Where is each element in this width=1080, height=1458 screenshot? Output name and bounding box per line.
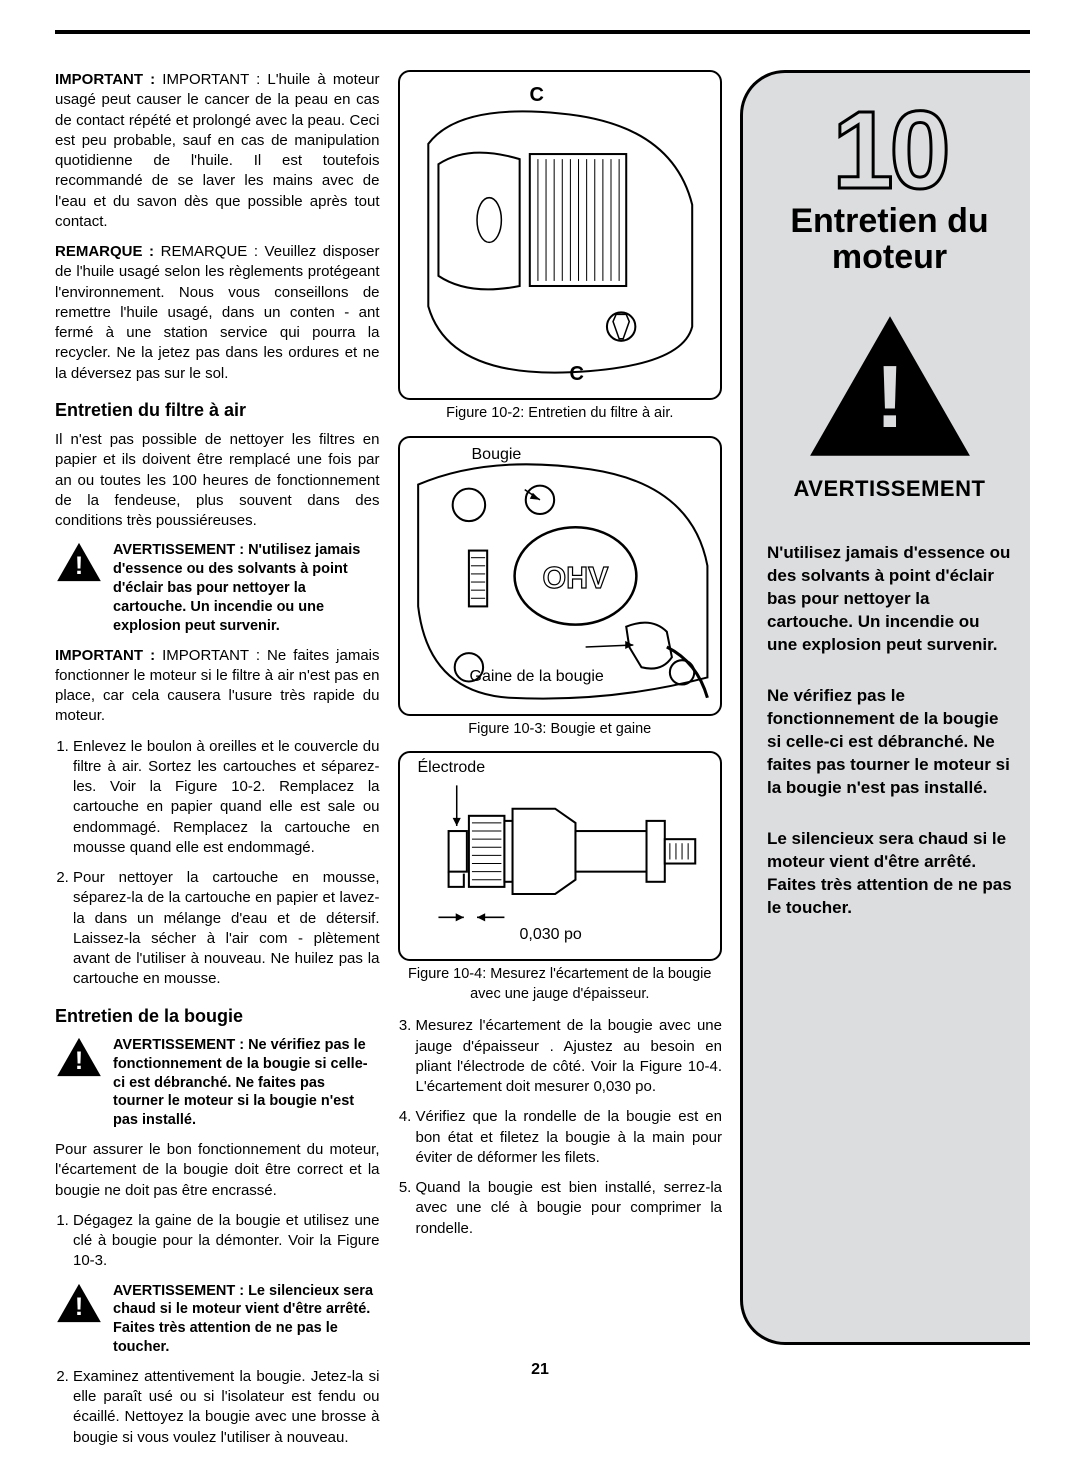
- spark-intro: Pour assurer le bon fonctionnement du mo…: [55, 1140, 380, 1201]
- figure-10-2-caption: Figure 10-2: Entretien du filtre à air.: [398, 404, 723, 424]
- important-oil: IMPORTANT : IMPORTANT : L'huile à moteur…: [55, 70, 380, 232]
- heading-spark-plug: Entretien de la bougie: [55, 1004, 380, 1028]
- figure-10-2: C C: [398, 70, 723, 400]
- sidebar-para-3: Le silencieux sera chaud si le moteur vi…: [767, 828, 1012, 920]
- middle-column: C C Figure 10-2: Entretien du filtre à a…: [398, 70, 723, 1458]
- figure-10-3: OHV Bougie Gaine de l: [398, 436, 723, 716]
- warning-triangle-icon: !: [767, 311, 1012, 466]
- spark-step-2: Examinez attentivement la bougie. Jetez-…: [73, 1367, 380, 1448]
- svg-text:!: !: [75, 552, 83, 580]
- label-C-top: C: [530, 82, 544, 109]
- air-steps: Enlevez le boulon à oreilles et le couve…: [55, 737, 380, 990]
- svg-text:!: !: [875, 347, 904, 446]
- spark-step-1: Dégagez la gaine de la bougie et utilise…: [73, 1211, 380, 1272]
- label-bougie: Bougie: [472, 444, 522, 466]
- sidebar-para-2: Ne vérifiez pas le fonctionnement de la …: [767, 685, 1012, 800]
- spark-step-4: Vérifiez que la rondelle de la bougie es…: [416, 1107, 723, 1168]
- warning-spark-2: ! AVERTISSEMENT : Le silencieux sera cha…: [55, 1282, 380, 1357]
- label-C-bottom: C: [570, 361, 584, 388]
- heading-air-filter: Entretien du filtre à air: [55, 398, 380, 422]
- label-electrode: Électrode: [418, 757, 486, 779]
- air-filter-diagram: [408, 83, 713, 388]
- spark-step-5: Quand la bougie est bien installé, serre…: [416, 1178, 723, 1239]
- warning-triangle-icon: !: [55, 1036, 103, 1078]
- spark-steps-a: Dégagez la gaine de la bougie et utilise…: [55, 1211, 380, 1272]
- svg-text:!: !: [75, 1292, 83, 1320]
- air-important: IMPORTANT : IMPORTANT : Ne faites jamais…: [55, 646, 380, 727]
- sidebar-callout: 10 Entretien du moteur ! AVERTISSEMENT N…: [740, 70, 1030, 1345]
- page-number: 21: [531, 1361, 549, 1379]
- label-gap: 0,030 po: [520, 924, 582, 946]
- label-gaine: Gaine de la bougie: [470, 668, 604, 686]
- warning-air: ! AVERTISSEMENT : N'utilisez jamais d'es…: [55, 541, 380, 635]
- sidebar-title: Entretien du moteur: [767, 204, 1012, 275]
- sidebar-avert-heading: AVERTISSEMENT: [767, 476, 1012, 502]
- top-rule: [55, 30, 1030, 34]
- warning-spark-1-text: AVERTISSEMENT : Ne vérifiez pas le fonct…: [113, 1036, 380, 1130]
- warning-spark-1: ! AVERTISSEMENT : Ne vérifiez pas le fon…: [55, 1036, 380, 1130]
- spark-step-3: Mesurez l'écartement de la bougie avec u…: [416, 1016, 723, 1097]
- figure-10-4-caption: Figure 10-4: Mesurez l'écartement de la …: [398, 965, 723, 1004]
- svg-text:!: !: [75, 1047, 83, 1075]
- manual-page: IMPORTANT : IMPORTANT : L'huile à moteur…: [0, 0, 1080, 1397]
- warning-triangle-icon: !: [55, 541, 103, 583]
- sidebar-para-1: N'utilisez jamais d'essence ou des solva…: [767, 542, 1012, 657]
- warning-spark-2-text: AVERTISSEMENT : Le silencieux sera chaud…: [113, 1282, 380, 1357]
- chapter-number: 10: [767, 101, 1012, 200]
- content-columns: IMPORTANT : IMPORTANT : L'huile à moteur…: [55, 70, 1030, 1458]
- figure-10-3-caption: Figure 10-3: Bougie et gaine: [398, 720, 723, 740]
- spark-steps-cont: Mesurez l'écartement de la bougie avec u…: [398, 1016, 723, 1239]
- air-step-2: Pour nettoyer la cartouche en mousse, sé…: [73, 868, 380, 990]
- warning-air-text: AVERTISSEMENT : N'utilisez jamais d'esse…: [113, 541, 380, 635]
- air-step-1: Enlevez le boulon à oreilles et le couve…: [73, 737, 380, 859]
- svg-text:OHV: OHV: [542, 561, 609, 595]
- left-column: IMPORTANT : IMPORTANT : L'huile à moteur…: [55, 70, 380, 1458]
- air-intro: Il n'est pas possible de nettoyer les fi…: [55, 430, 380, 531]
- remarque-oil: REMARQUE : REMARQUE : Veuillez disposer …: [55, 242, 380, 384]
- spark-steps-b: Examinez attentivement la bougie. Jetez-…: [55, 1367, 380, 1448]
- figure-10-4: Électrode 0,030 po: [398, 751, 723, 961]
- warning-triangle-icon: !: [55, 1282, 103, 1324]
